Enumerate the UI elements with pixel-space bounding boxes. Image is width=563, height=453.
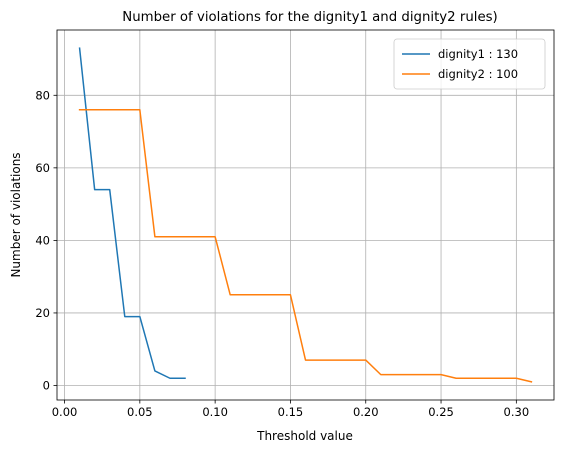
x-axis-ticks: 0.00 0.05 0.10 0.15 0.20 0.25 0.30 bbox=[52, 400, 529, 419]
plot-frame bbox=[56, 29, 555, 401]
chart-title: Number of violations for the dignity1 an… bbox=[122, 10, 497, 25]
x-tick-label: 0.25 bbox=[428, 405, 454, 419]
x-tick-label: 0.10 bbox=[202, 405, 228, 419]
x-axis-label: Threshold value bbox=[256, 429, 353, 443]
legend: dignity1 : 130 dignity2 : 100 bbox=[393, 38, 546, 90]
series-lines bbox=[78, 47, 533, 383]
y-tick-label: 20 bbox=[35, 306, 50, 320]
series-line-1 bbox=[78, 47, 186, 379]
y-tick-label: 60 bbox=[35, 161, 50, 175]
y-tick-label: 0 bbox=[43, 378, 50, 392]
y-axis-label: Number of violations bbox=[9, 152, 23, 277]
x-tick-label: 0.30 bbox=[504, 405, 530, 419]
legend-label-1: dignity1 : 130 bbox=[438, 47, 518, 61]
y-axis-ticks: 0 20 40 60 80 bbox=[35, 88, 57, 392]
y-tick-label: 80 bbox=[35, 88, 50, 102]
legend-label-2: dignity2 : 100 bbox=[438, 67, 518, 81]
x-tick-label: 0.00 bbox=[52, 405, 78, 419]
y-tick-label: 40 bbox=[35, 233, 50, 247]
x-tick-label: 0.15 bbox=[278, 405, 304, 419]
series-line-2 bbox=[78, 109, 533, 383]
legend-box bbox=[393, 38, 546, 90]
x-tick-label: 0.05 bbox=[127, 405, 153, 419]
x-tick-label: 0.20 bbox=[353, 405, 379, 419]
grid-lines bbox=[57, 30, 554, 400]
